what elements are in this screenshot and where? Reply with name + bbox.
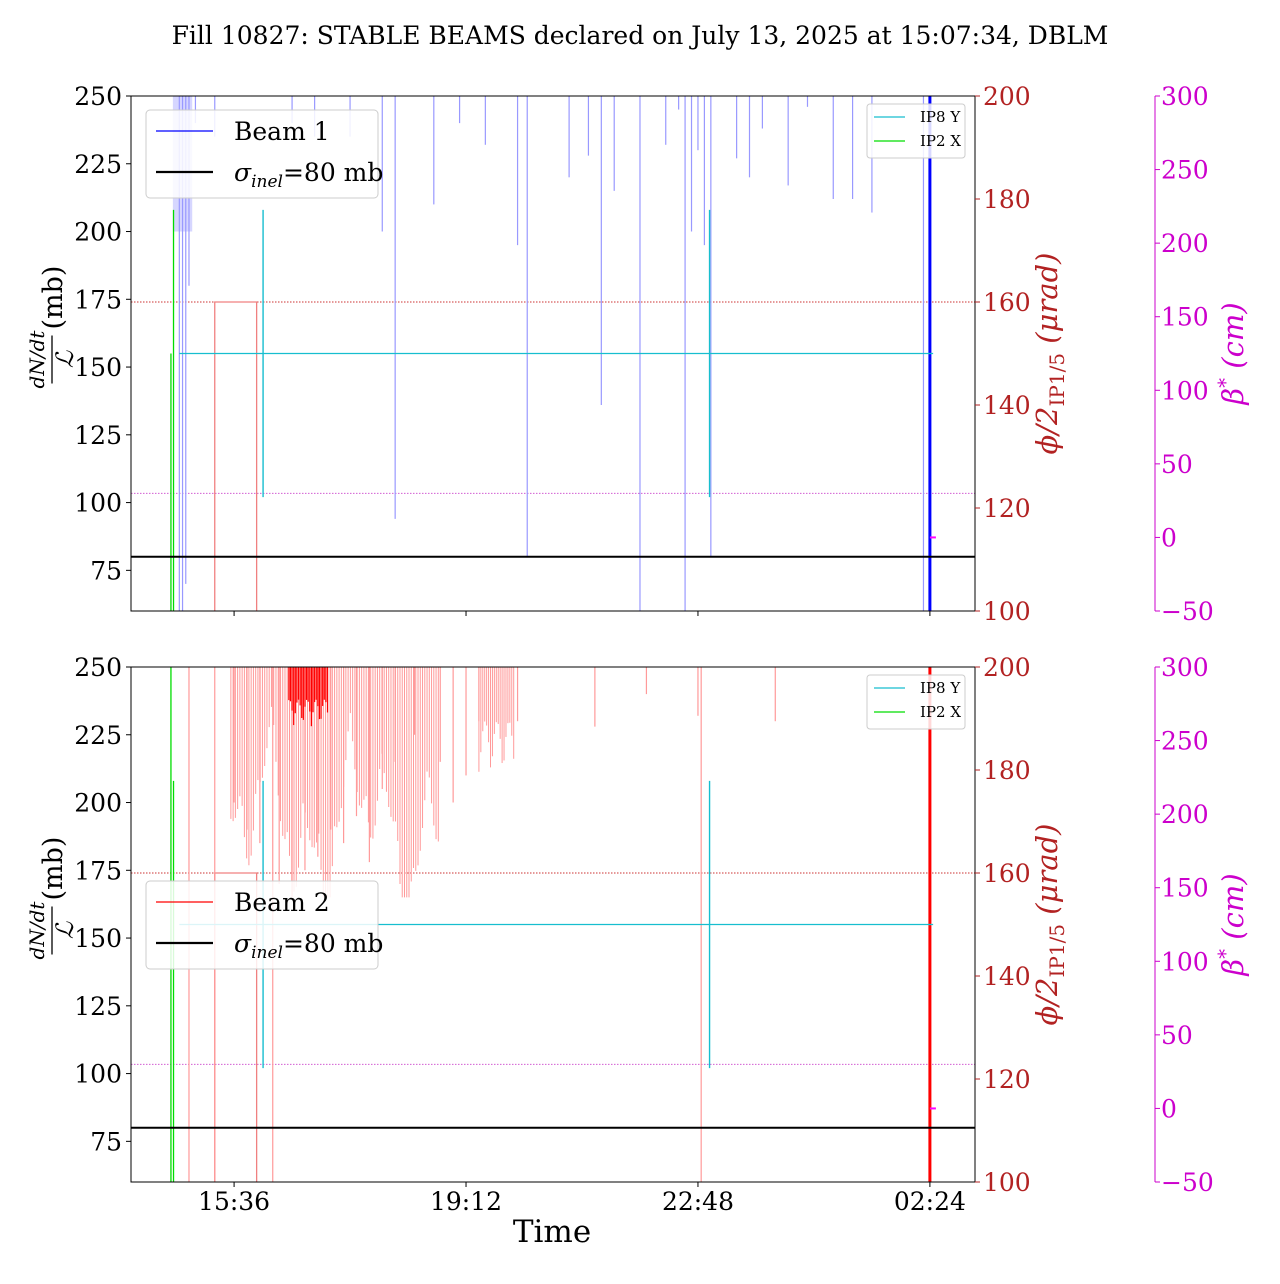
left-axis-label-unit: (mb)	[38, 266, 69, 330]
phi-tick-label: 180	[983, 185, 1031, 214]
left-tick-label: 125	[74, 421, 122, 450]
beta-tick-label: 0	[1161, 1094, 1177, 1123]
left-axis-label-numerator: dN/dt	[25, 901, 49, 960]
phi-axis-label: ϕ/2IP1/5 (μrad)	[1030, 253, 1069, 455]
phi-tick-label: 100	[983, 1168, 1031, 1197]
phi-tick-label: 160	[983, 288, 1031, 317]
left-tick-label: 75	[90, 556, 122, 585]
chart-title: Fill 10827: STABLE BEAMS declared on Jul…	[172, 21, 1109, 50]
phi-tick-label: 200	[983, 82, 1031, 111]
left-axis-label: dN/dt ℒ (mb)	[25, 837, 79, 960]
x-axis-label: Time	[513, 1214, 591, 1250]
phi-tick-label: 200	[983, 653, 1031, 682]
beta-tick-label: 250	[1161, 156, 1209, 185]
beta-tick-label: 100	[1161, 376, 1209, 405]
left-axis-label: dN/dt ℒ (mb)	[25, 266, 79, 389]
beta-tick-label: −50	[1161, 1168, 1214, 1197]
beta-axis-label: β* (cm)	[1213, 302, 1250, 405]
left-tick-label: 75	[90, 1127, 122, 1156]
phi-tick-label: 120	[983, 494, 1031, 523]
beta-tick-label: 300	[1161, 82, 1209, 111]
plot-frame	[130, 666, 976, 1183]
ip2x-series	[170, 209, 175, 611]
beta-tick-label: 300	[1161, 653, 1209, 682]
legend-small-label: IP8 Y	[920, 108, 961, 126]
beta-tick-label: 0	[1161, 523, 1177, 552]
x-tick-label: 02:24	[894, 1187, 966, 1216]
phi-tick-label: 160	[983, 859, 1031, 888]
legend-label-beam: Beam 2	[234, 888, 330, 917]
left-tick-label: 150	[74, 353, 122, 382]
phi-axis-label: ϕ/2IP1/5 (μrad)	[1030, 824, 1069, 1026]
ip8y-series	[179, 209, 934, 498]
legend-small-label: IP8 Y	[920, 679, 961, 697]
beta-tick-label: 150	[1161, 303, 1209, 332]
left-tick-label: 225	[74, 150, 122, 179]
left-axis-label-denominator: ℒ	[51, 921, 79, 939]
phi-tick-label: 140	[983, 962, 1031, 991]
legend-label-sigma: σinel=80 mb	[234, 158, 383, 192]
x-tick-label: 22:48	[662, 1187, 734, 1216]
x-tick-label: 15:36	[198, 1187, 270, 1216]
beta-tick-label: 200	[1161, 229, 1209, 258]
beta-tick-label: 50	[1161, 450, 1193, 479]
phi-tick-label: 100	[983, 597, 1031, 626]
beta-axis-label: β* (cm)	[1213, 873, 1250, 976]
plot-frame	[130, 95, 976, 612]
legend-main: Beam 2 σinel=80 mb	[145, 880, 383, 970]
legend-small: IP8 Y IP2 X	[866, 674, 966, 730]
left-tick-label: 100	[74, 489, 122, 518]
legend-main: Beam 1 σinel=80 mb	[145, 109, 383, 199]
beta-tick-label: 150	[1161, 874, 1209, 903]
left-tick-label: 175	[74, 856, 122, 885]
left-tick-label: 125	[74, 992, 122, 1021]
left-tick-label: 150	[74, 924, 122, 953]
left-axis-label-denominator: ℒ	[51, 350, 79, 368]
left-tick-label: 200	[74, 218, 122, 247]
left-tick-label: 250	[74, 653, 122, 682]
beta-tick-label: −50	[1161, 597, 1214, 626]
panel-bottom: 75 100 125 150 175 200 225 250 100 120 140 160 180 20…	[25, 653, 1250, 1216]
left-axis-label-unit: (mb)	[38, 837, 69, 901]
phi-tick-label: 180	[983, 756, 1031, 785]
legend-box	[145, 880, 379, 970]
beta-tick-label: 50	[1161, 1021, 1193, 1050]
legend-small: IP8 Y IP2 X	[866, 103, 966, 159]
phi-tick-label: 140	[983, 391, 1031, 420]
plot-area	[131, 667, 975, 1182]
left-tick-label: 225	[74, 721, 122, 750]
left-tick-label: 175	[74, 285, 122, 314]
legend-label-beam: Beam 1	[234, 117, 330, 146]
legend-label-sigma: σinel=80 mb	[234, 929, 383, 963]
left-tick-label: 200	[74, 789, 122, 818]
beta-tick-label: 250	[1161, 727, 1209, 756]
beam-series	[188, 667, 776, 1182]
x-tick-label: 19:12	[430, 1187, 502, 1216]
left-tick-label: 250	[74, 82, 122, 111]
panel-top: 75 100 125 150 175 200 225 250 100 120 140 160 180 20…	[25, 82, 1250, 626]
crossing-angle-step	[214, 301, 258, 611]
left-tick-label: 100	[74, 1060, 122, 1089]
legend-small-label: IP2 X	[920, 132, 961, 150]
legend-box	[145, 109, 379, 199]
phi-tick-label: 120	[983, 1065, 1031, 1094]
left-axis-label-numerator: dN/dt	[25, 330, 49, 389]
legend-small-label: IP2 X	[920, 703, 961, 721]
beta-tick-label: 100	[1161, 947, 1209, 976]
beta-tick-label: 200	[1161, 800, 1209, 829]
